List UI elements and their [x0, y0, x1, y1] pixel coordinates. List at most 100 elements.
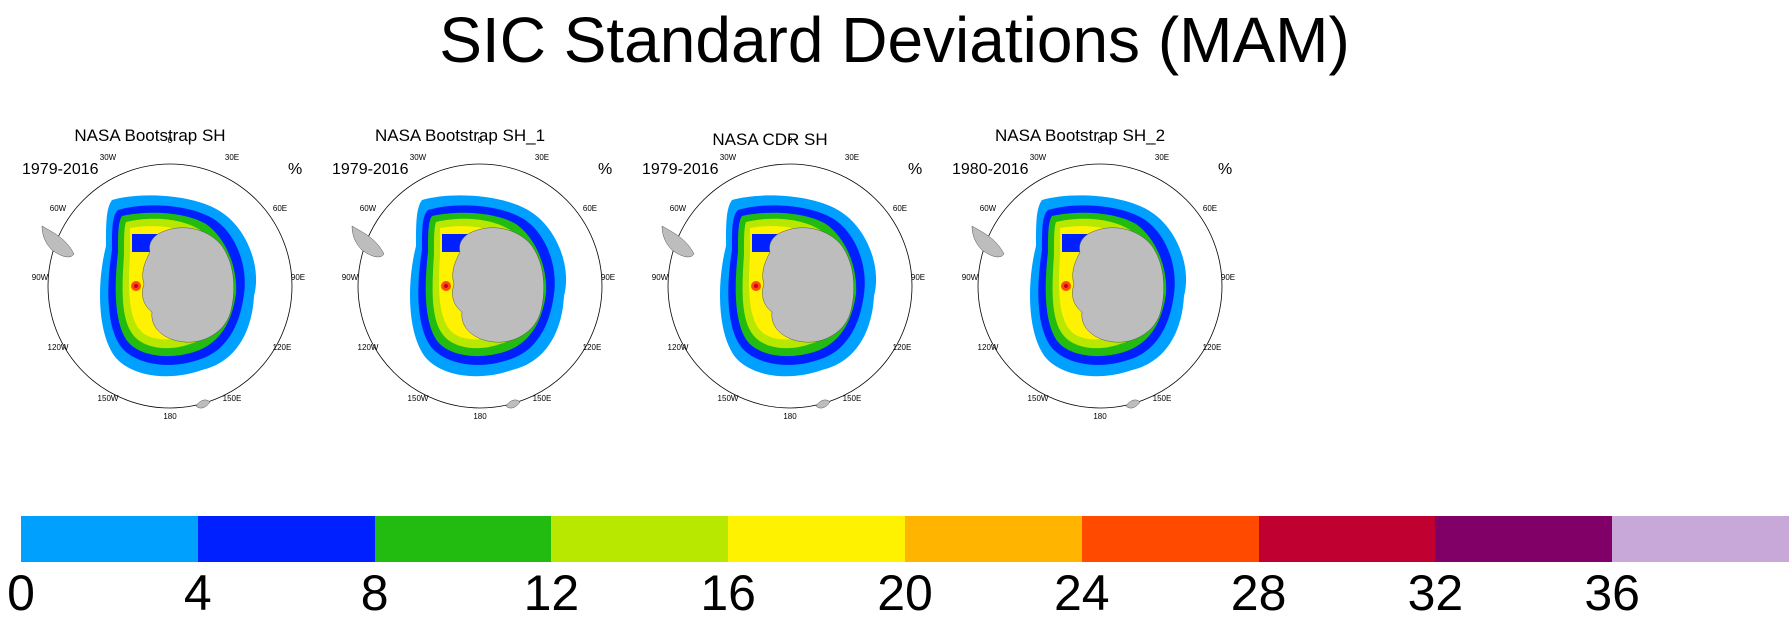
- lon-label: 150W: [718, 394, 739, 403]
- unit-label: %: [908, 161, 923, 178]
- lon-label: 0: [478, 136, 483, 145]
- lon-label: 60W: [980, 204, 997, 213]
- lon-label: 30W: [410, 153, 427, 162]
- lon-label: 60E: [893, 204, 907, 213]
- polar-stereographic-map: [41, 163, 293, 409]
- lon-label: 90E: [1221, 273, 1235, 282]
- lon-label: 0: [168, 136, 173, 145]
- polar-stereographic-map: [351, 163, 603, 409]
- sea-ice-patch-28-32: [134, 284, 138, 288]
- antarctica-landmass: [1072, 227, 1164, 343]
- colorbar-segment: [1258, 516, 1436, 562]
- lon-label: 30W: [1030, 153, 1047, 162]
- antarctica-landmass: [452, 227, 544, 343]
- lon-label: 120E: [1203, 343, 1222, 352]
- lon-label: 60E: [273, 204, 287, 213]
- colorbar-tick-label: 24: [1053, 565, 1110, 621]
- sea-ice-patch-28-32: [1064, 284, 1068, 288]
- colorbar-tick-label: 12: [523, 565, 580, 621]
- lon-label: 0: [1098, 136, 1103, 145]
- lon-label: 120E: [273, 343, 292, 352]
- lon-label: 60W: [50, 204, 67, 213]
- lon-label: 60E: [1203, 204, 1217, 213]
- period-label: 1979-2016: [22, 161, 99, 178]
- lon-label: 120W: [668, 343, 689, 352]
- lon-label: 30W: [720, 153, 737, 162]
- map-panel: NASA Bootstrap SH_2 1980-2016 % 0 30E 60…: [930, 120, 1270, 490]
- new-zealand-fragment: [815, 399, 831, 409]
- lon-label: 150W: [408, 394, 429, 403]
- lon-label: 30E: [845, 153, 859, 162]
- lon-label: 90E: [291, 273, 305, 282]
- lon-label: 120W: [358, 343, 379, 352]
- lon-label: 150W: [1028, 394, 1049, 403]
- colorbar-segment: [197, 516, 376, 562]
- lon-label: 90W: [342, 273, 359, 282]
- period-label: 1980-2016: [952, 161, 1029, 178]
- south-america-tip: [41, 225, 75, 258]
- lon-label: 120W: [48, 343, 69, 352]
- lon-label: 180: [783, 412, 797, 421]
- lon-label: 90W: [652, 273, 669, 282]
- lon-label: 90E: [601, 273, 615, 282]
- lon-label: 120E: [893, 343, 912, 352]
- colorbar-tick-label: 32: [1407, 565, 1464, 621]
- colorbar-segment: [1081, 516, 1260, 562]
- lon-label: 180: [1093, 412, 1107, 421]
- lon-label: 180: [473, 412, 487, 421]
- panel-title: NASA Bootstrap SH: [74, 126, 226, 145]
- south-america-tip: [661, 225, 695, 258]
- colorbar-tick-label: 28: [1230, 565, 1287, 621]
- sea-ice-patch-28-32: [444, 284, 448, 288]
- lon-label: 60E: [583, 204, 597, 213]
- sea-ice-patch-28-32: [754, 284, 758, 288]
- colorbar-segment: [551, 516, 729, 562]
- lon-label: 120E: [583, 343, 602, 352]
- lon-label: 150E: [223, 394, 242, 403]
- lon-label: 150E: [533, 394, 552, 403]
- lon-label: 150E: [843, 394, 862, 403]
- polar-stereographic-map: [971, 163, 1223, 409]
- colorbar-segment: [374, 516, 552, 562]
- new-zealand-fragment: [195, 399, 211, 409]
- south-america-tip: [971, 225, 1005, 258]
- colorbar-segment: [21, 516, 199, 562]
- lon-label: 90E: [911, 273, 925, 282]
- lon-label: 30E: [225, 153, 239, 162]
- colorbar-segment: [1435, 516, 1613, 562]
- map-boundary-circle: [357, 163, 603, 409]
- lon-label: 60W: [670, 204, 687, 213]
- panel-title: NASA Bootstrap SH_2: [994, 126, 1166, 145]
- unit-label: %: [288, 161, 303, 178]
- map-panel: NASA Bootstrap SH_1 1979-2016 % 0 30E 60…: [310, 120, 650, 490]
- antarctica-landmass: [762, 227, 854, 343]
- lon-label: 30E: [1155, 153, 1169, 162]
- new-zealand-fragment: [505, 399, 521, 409]
- colorbar-tick-label: 4: [183, 565, 212, 621]
- map-panel: NASA CDR SH 1979-2016 % 0 30E 60E 90E 12…: [620, 120, 960, 490]
- colorbar-segment: [905, 516, 1083, 562]
- period-label: 1979-2016: [332, 161, 409, 178]
- longitude-labels: 0 30E 60E 90E 120E 150E 180 150W 120W 90…: [32, 136, 305, 421]
- lon-label: 60W: [360, 204, 377, 213]
- lon-label: 90W: [32, 273, 49, 282]
- figure-title: SIC Standard Deviations (MAM): [439, 4, 1350, 76]
- lon-label: 0: [788, 136, 793, 145]
- lon-label: 180: [163, 412, 177, 421]
- map-boundary-circle: [977, 163, 1223, 409]
- colorbar-tick-label: 20: [877, 565, 933, 621]
- map-panel: NASA Bootstrap SH 1979-2016 % 0 30E 60E …: [0, 120, 340, 490]
- unit-label: %: [1218, 161, 1233, 178]
- map-boundary-circle: [47, 163, 293, 409]
- period-label: 1979-2016: [642, 161, 719, 178]
- colorbar-segment: [1612, 516, 1789, 562]
- south-america-tip: [351, 225, 385, 258]
- colorbar-segment: [728, 516, 906, 562]
- colorbar-tick-label: 8: [360, 565, 389, 621]
- panel-title: NASA Bootstrap SH_1: [374, 126, 546, 145]
- lon-label: 30W: [100, 153, 117, 162]
- colorbar-tick-label: 36: [1584, 565, 1640, 621]
- lon-label: 150E: [1153, 394, 1172, 403]
- colorbar-tick-label: 16: [700, 565, 756, 621]
- new-zealand-fragment: [1125, 399, 1141, 409]
